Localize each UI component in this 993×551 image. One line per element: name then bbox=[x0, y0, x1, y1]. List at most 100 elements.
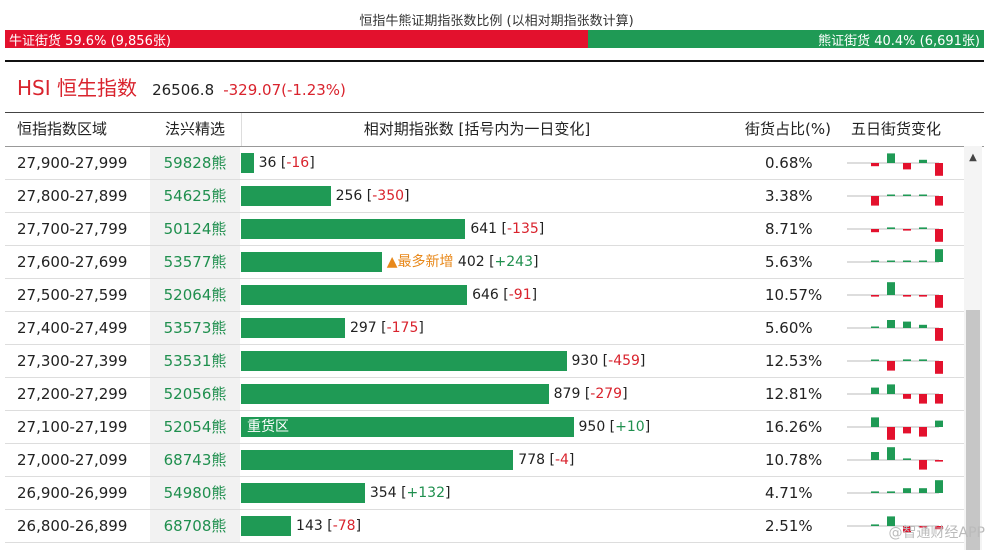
contracts-value: 778 [-4] bbox=[518, 452, 575, 468]
sparkline-bar bbox=[887, 384, 895, 394]
contracts-bar-cell: 重货区 950 [+10] bbox=[241, 411, 741, 443]
index-range: 27,600-27,699 bbox=[17, 253, 128, 271]
col-header-range: 恒指指数区域 bbox=[17, 120, 108, 138]
index-range: 27,300-27,399 bbox=[17, 352, 128, 370]
sparkline-bar bbox=[919, 488, 927, 493]
outstanding-percent: 10.78% bbox=[765, 451, 823, 469]
contracts-value: 641 [-135] bbox=[470, 221, 545, 237]
outstanding-percent: 3.38% bbox=[765, 187, 813, 205]
contracts-value: 950 [+10] bbox=[578, 419, 651, 435]
scroll-up-arrow-icon[interactable]: ▲ bbox=[969, 152, 977, 163]
index-range: 27,100-27,199 bbox=[17, 418, 128, 436]
sparkline-bar bbox=[887, 194, 895, 196]
contracts-bar bbox=[241, 516, 292, 536]
heavy-zone-label: 重货区 bbox=[247, 419, 289, 435]
index-quote: HSI 恒生指数 26506.8 -329.07(-1.23%) bbox=[17, 72, 346, 101]
contracts-count: 950 [ bbox=[578, 419, 616, 435]
outstanding-percent: 0.68% bbox=[765, 154, 813, 172]
five-day-sparkline bbox=[843, 477, 943, 509]
scroll-thumb[interactable] bbox=[966, 310, 980, 550]
index-range: 27,800-27,899 bbox=[17, 187, 128, 205]
sparkline-bar bbox=[903, 295, 911, 297]
sparkline-bar bbox=[887, 227, 895, 229]
warrant-code-link[interactable]: 52064熊 bbox=[150, 279, 240, 311]
warrant-code-link[interactable]: 68708熊 bbox=[150, 510, 240, 542]
five-day-sparkline bbox=[843, 444, 943, 476]
daily-change: -175 bbox=[386, 320, 419, 336]
contracts-value: 297 [-175] bbox=[349, 320, 424, 336]
sparkline-bar bbox=[903, 194, 911, 196]
five-day-sparkline bbox=[843, 378, 943, 410]
sparkline-bar bbox=[935, 163, 943, 176]
warrant-code-link[interactable]: 50124熊 bbox=[150, 213, 240, 245]
contracts-value: ▲最多新增 402 [+243] bbox=[386, 254, 539, 270]
contracts-count: 778 [ bbox=[518, 452, 555, 468]
warrant-code-link[interactable]: 52054熊 bbox=[150, 411, 240, 443]
table-body: 27,900-27,999 59828熊 36 [-16] 0.68% 27,800-2… bbox=[5, 147, 965, 543]
contracts-bar bbox=[241, 417, 574, 437]
sparkline-bar bbox=[903, 427, 911, 434]
contracts-value: 143 [-78] bbox=[296, 518, 362, 534]
sparkline-bar bbox=[903, 260, 911, 262]
table-row: 26,900-26,999 54980熊 354 [+132] 4.71% bbox=[5, 477, 965, 510]
contracts-count: 256 [ bbox=[335, 188, 373, 204]
warrant-code-link[interactable]: 53577熊 bbox=[150, 246, 240, 278]
sparkline-bar bbox=[919, 159, 927, 163]
outstanding-percent: 4.71% bbox=[765, 484, 813, 502]
daily-change: -91 bbox=[508, 287, 532, 303]
sparkline-bar bbox=[919, 359, 927, 361]
five-day-sparkline bbox=[843, 213, 943, 245]
sparkline-bar bbox=[935, 526, 943, 530]
contracts-bar bbox=[241, 384, 549, 404]
index-range: 27,700-27,799 bbox=[17, 220, 128, 238]
sparkline-bar bbox=[887, 491, 895, 493]
warrant-code-link[interactable]: 59828熊 bbox=[150, 147, 240, 179]
sparkline-bar bbox=[903, 526, 911, 533]
sparkline-bar bbox=[903, 163, 911, 170]
contracts-value: 646 [-91] bbox=[472, 287, 538, 303]
warrant-code-link[interactable]: 54625熊 bbox=[150, 180, 240, 212]
bull-bear-ratio-bar: 牛证街货 59.6% (9,856张) 熊证街货 40.4% (6,691张) bbox=[5, 30, 984, 49]
warrant-code-link[interactable]: 68743熊 bbox=[150, 444, 240, 476]
five-day-sparkline bbox=[843, 180, 943, 212]
sparkline-bar bbox=[887, 516, 895, 526]
sparkline-bar bbox=[935, 196, 943, 206]
sparkline-bar bbox=[887, 260, 895, 262]
warrant-code-link[interactable]: 52056熊 bbox=[150, 378, 240, 410]
sparkline-bar bbox=[871, 491, 879, 493]
contracts-count: 143 [ bbox=[296, 518, 333, 534]
table-row: 27,500-27,599 52064熊 646 [-91] 10.57% bbox=[5, 279, 965, 312]
sparkline-bar bbox=[871, 417, 879, 427]
most-new-marker: ▲最多新增 bbox=[386, 254, 458, 270]
sparkline-bar bbox=[871, 524, 879, 526]
table-row: 27,700-27,799 50124熊 641 [-135] 8.71% bbox=[5, 213, 965, 246]
sparkline-bar bbox=[871, 163, 879, 167]
scrollbar[interactable]: ▲ bbox=[964, 146, 982, 550]
warrant-code-link[interactable]: 53531熊 bbox=[150, 345, 240, 377]
chart-title: 恒指牛熊证期指张数比例 (以相对期指张数计算) bbox=[359, 14, 634, 29]
index-range: 27,200-27,299 bbox=[17, 385, 128, 403]
sparkline-bar bbox=[919, 460, 927, 470]
contracts-bar-cell: 641 [-135] bbox=[241, 213, 741, 245]
daily-change: -279 bbox=[590, 386, 623, 402]
warrant-code-link[interactable]: 54980熊 bbox=[150, 477, 240, 509]
warrant-code-link[interactable]: 53573熊 bbox=[150, 312, 240, 344]
index-range: 26,900-26,999 bbox=[17, 484, 128, 502]
contracts-bar-cell: 297 [-175] bbox=[241, 312, 741, 344]
sparkline-bar bbox=[871, 196, 879, 206]
bear-share-label: 熊证街货 40.4% (6,691张) bbox=[818, 33, 980, 49]
index-change: -329.07(-1.23%) bbox=[223, 81, 346, 99]
sparkline-bar bbox=[887, 153, 895, 163]
table-row: 27,800-27,899 54625熊 256 [-350] 3.38% bbox=[5, 180, 965, 213]
col-header-percent: 街货占比(%) bbox=[745, 120, 831, 138]
contracts-count: 930 [ bbox=[571, 353, 609, 369]
outstanding-percent: 5.60% bbox=[765, 319, 813, 337]
sparkline-bar bbox=[935, 361, 943, 374]
contracts-count: 297 [ bbox=[349, 320, 387, 336]
sparkline-bar bbox=[903, 458, 911, 460]
contracts-value: 256 [-350] bbox=[335, 188, 410, 204]
contracts-bar-cell: 354 [+132] bbox=[241, 477, 741, 509]
outstanding-percent: 5.63% bbox=[765, 253, 813, 271]
index-range: 27,400-27,499 bbox=[17, 319, 128, 337]
five-day-sparkline bbox=[843, 510, 943, 542]
